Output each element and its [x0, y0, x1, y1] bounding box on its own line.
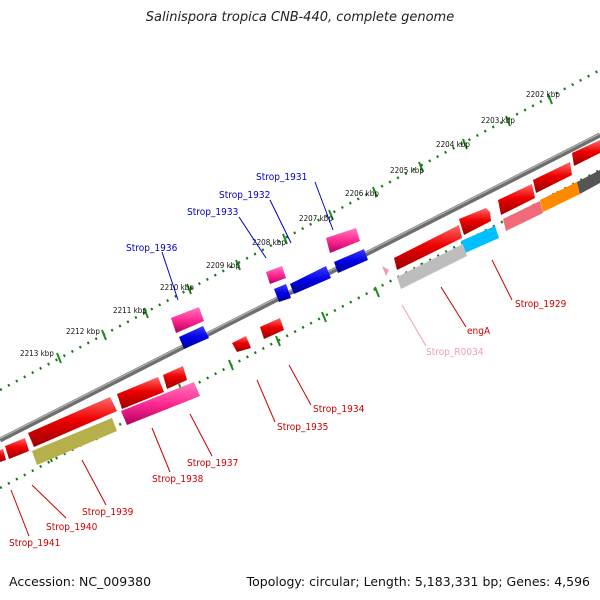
gene-label[interactable]: Strop_1933 [187, 207, 238, 218]
gene-arrow[interactable] [0, 449, 6, 462]
tick-label: 2204 kbp [436, 140, 470, 149]
rna-marker[interactable] [382, 266, 389, 276]
gene-block[interactable] [397, 244, 467, 289]
red-labels: Strop_1929 engA Strop_1934 Strop_1935 St… [9, 299, 567, 549]
gene-block[interactable] [540, 182, 580, 212]
gene-label[interactable]: Strop_1937 [187, 458, 238, 469]
blue-leaders [161, 181, 334, 301]
accession-text: Accession: NC_009380 [9, 574, 152, 589]
gene-label[interactable]: Strop_1936 [126, 243, 178, 254]
gene-arrow[interactable] [533, 162, 572, 193]
gene-label[interactable]: Strop_R0034 [426, 347, 484, 358]
pink-leader [401, 304, 427, 347]
gene-block[interactable] [503, 201, 543, 231]
tick-label: 2206 kbp [345, 189, 379, 198]
gene-label[interactable]: Strop_1932 [219, 190, 270, 201]
gene-arrow[interactable] [121, 382, 200, 425]
gene-label[interactable]: Strop_1941 [9, 538, 60, 549]
inner-feature-track [32, 170, 600, 465]
gene-arrow[interactable] [171, 307, 204, 333]
gene-arrow[interactable] [572, 140, 600, 166]
blue-labels: Strop_1931 Strop_1932 Strop_1933 Strop_1… [126, 172, 307, 254]
gene-arrow[interactable] [163, 366, 187, 389]
outer-feature-track [0, 140, 600, 462]
gene-arrow[interactable] [5, 438, 29, 459]
tick-label: 2211 kbp [113, 306, 147, 315]
gene-block[interactable] [32, 418, 117, 465]
gene-block[interactable] [461, 226, 499, 253]
tick-label: 2205 kbp [390, 166, 424, 175]
gene-arrow[interactable] [334, 249, 368, 273]
tick-label: 2203 kbp [481, 116, 515, 125]
kbp-labels: 2202 kbp 2203 kbp 2204 kbp 2205 kbp 2206… [20, 90, 560, 358]
gene-arrow[interactable] [394, 225, 462, 270]
gene-block[interactable] [575, 170, 600, 195]
gene-arrow[interactable] [179, 326, 209, 349]
gene-arrow[interactable] [326, 228, 360, 253]
tick-label: 2208 kbp [252, 238, 286, 247]
gene-arrow[interactable] [274, 284, 291, 302]
gene-arrow[interactable] [498, 184, 535, 215]
red-leaders [10, 259, 513, 537]
tick-label: 2213 kbp [20, 349, 54, 358]
map-title: Salinispora tropica CNB-440, complete ge… [145, 10, 455, 25]
gene-label[interactable]: Strop_1935 [277, 422, 328, 433]
tick-label: 2210 kbp [160, 283, 194, 292]
tick-label: 2207 kbp [299, 214, 333, 223]
tick-label: 2212 kbp [66, 327, 100, 336]
gene-label[interactable]: Strop_1940 [46, 522, 98, 533]
gene-label[interactable]: Strop_1938 [152, 474, 204, 485]
outer-ticks [56, 93, 553, 364]
gene-arrow[interactable] [290, 266, 331, 294]
gene-label[interactable]: Strop_1934 [313, 404, 365, 415]
gene-arrow[interactable] [266, 266, 286, 284]
genome-stats-text: Topology: circular; Length: 5,183,331 bp… [246, 574, 590, 589]
gene-label[interactable]: Strop_1939 [82, 507, 134, 518]
gene-arrow[interactable] [28, 397, 117, 447]
gene-arrow[interactable] [459, 208, 491, 235]
tick-label: 2209 kbp [206, 261, 240, 270]
gene-arrow[interactable] [232, 336, 251, 352]
gene-arrow[interactable] [117, 377, 164, 409]
gene-arrow[interactable] [260, 318, 284, 339]
gene-label[interactable]: Strop_1931 [256, 172, 307, 183]
gene-label[interactable]: engA [467, 326, 491, 337]
gene-label[interactable]: Strop_1929 [515, 299, 567, 310]
tick-label: 2202 kbp [526, 90, 560, 99]
